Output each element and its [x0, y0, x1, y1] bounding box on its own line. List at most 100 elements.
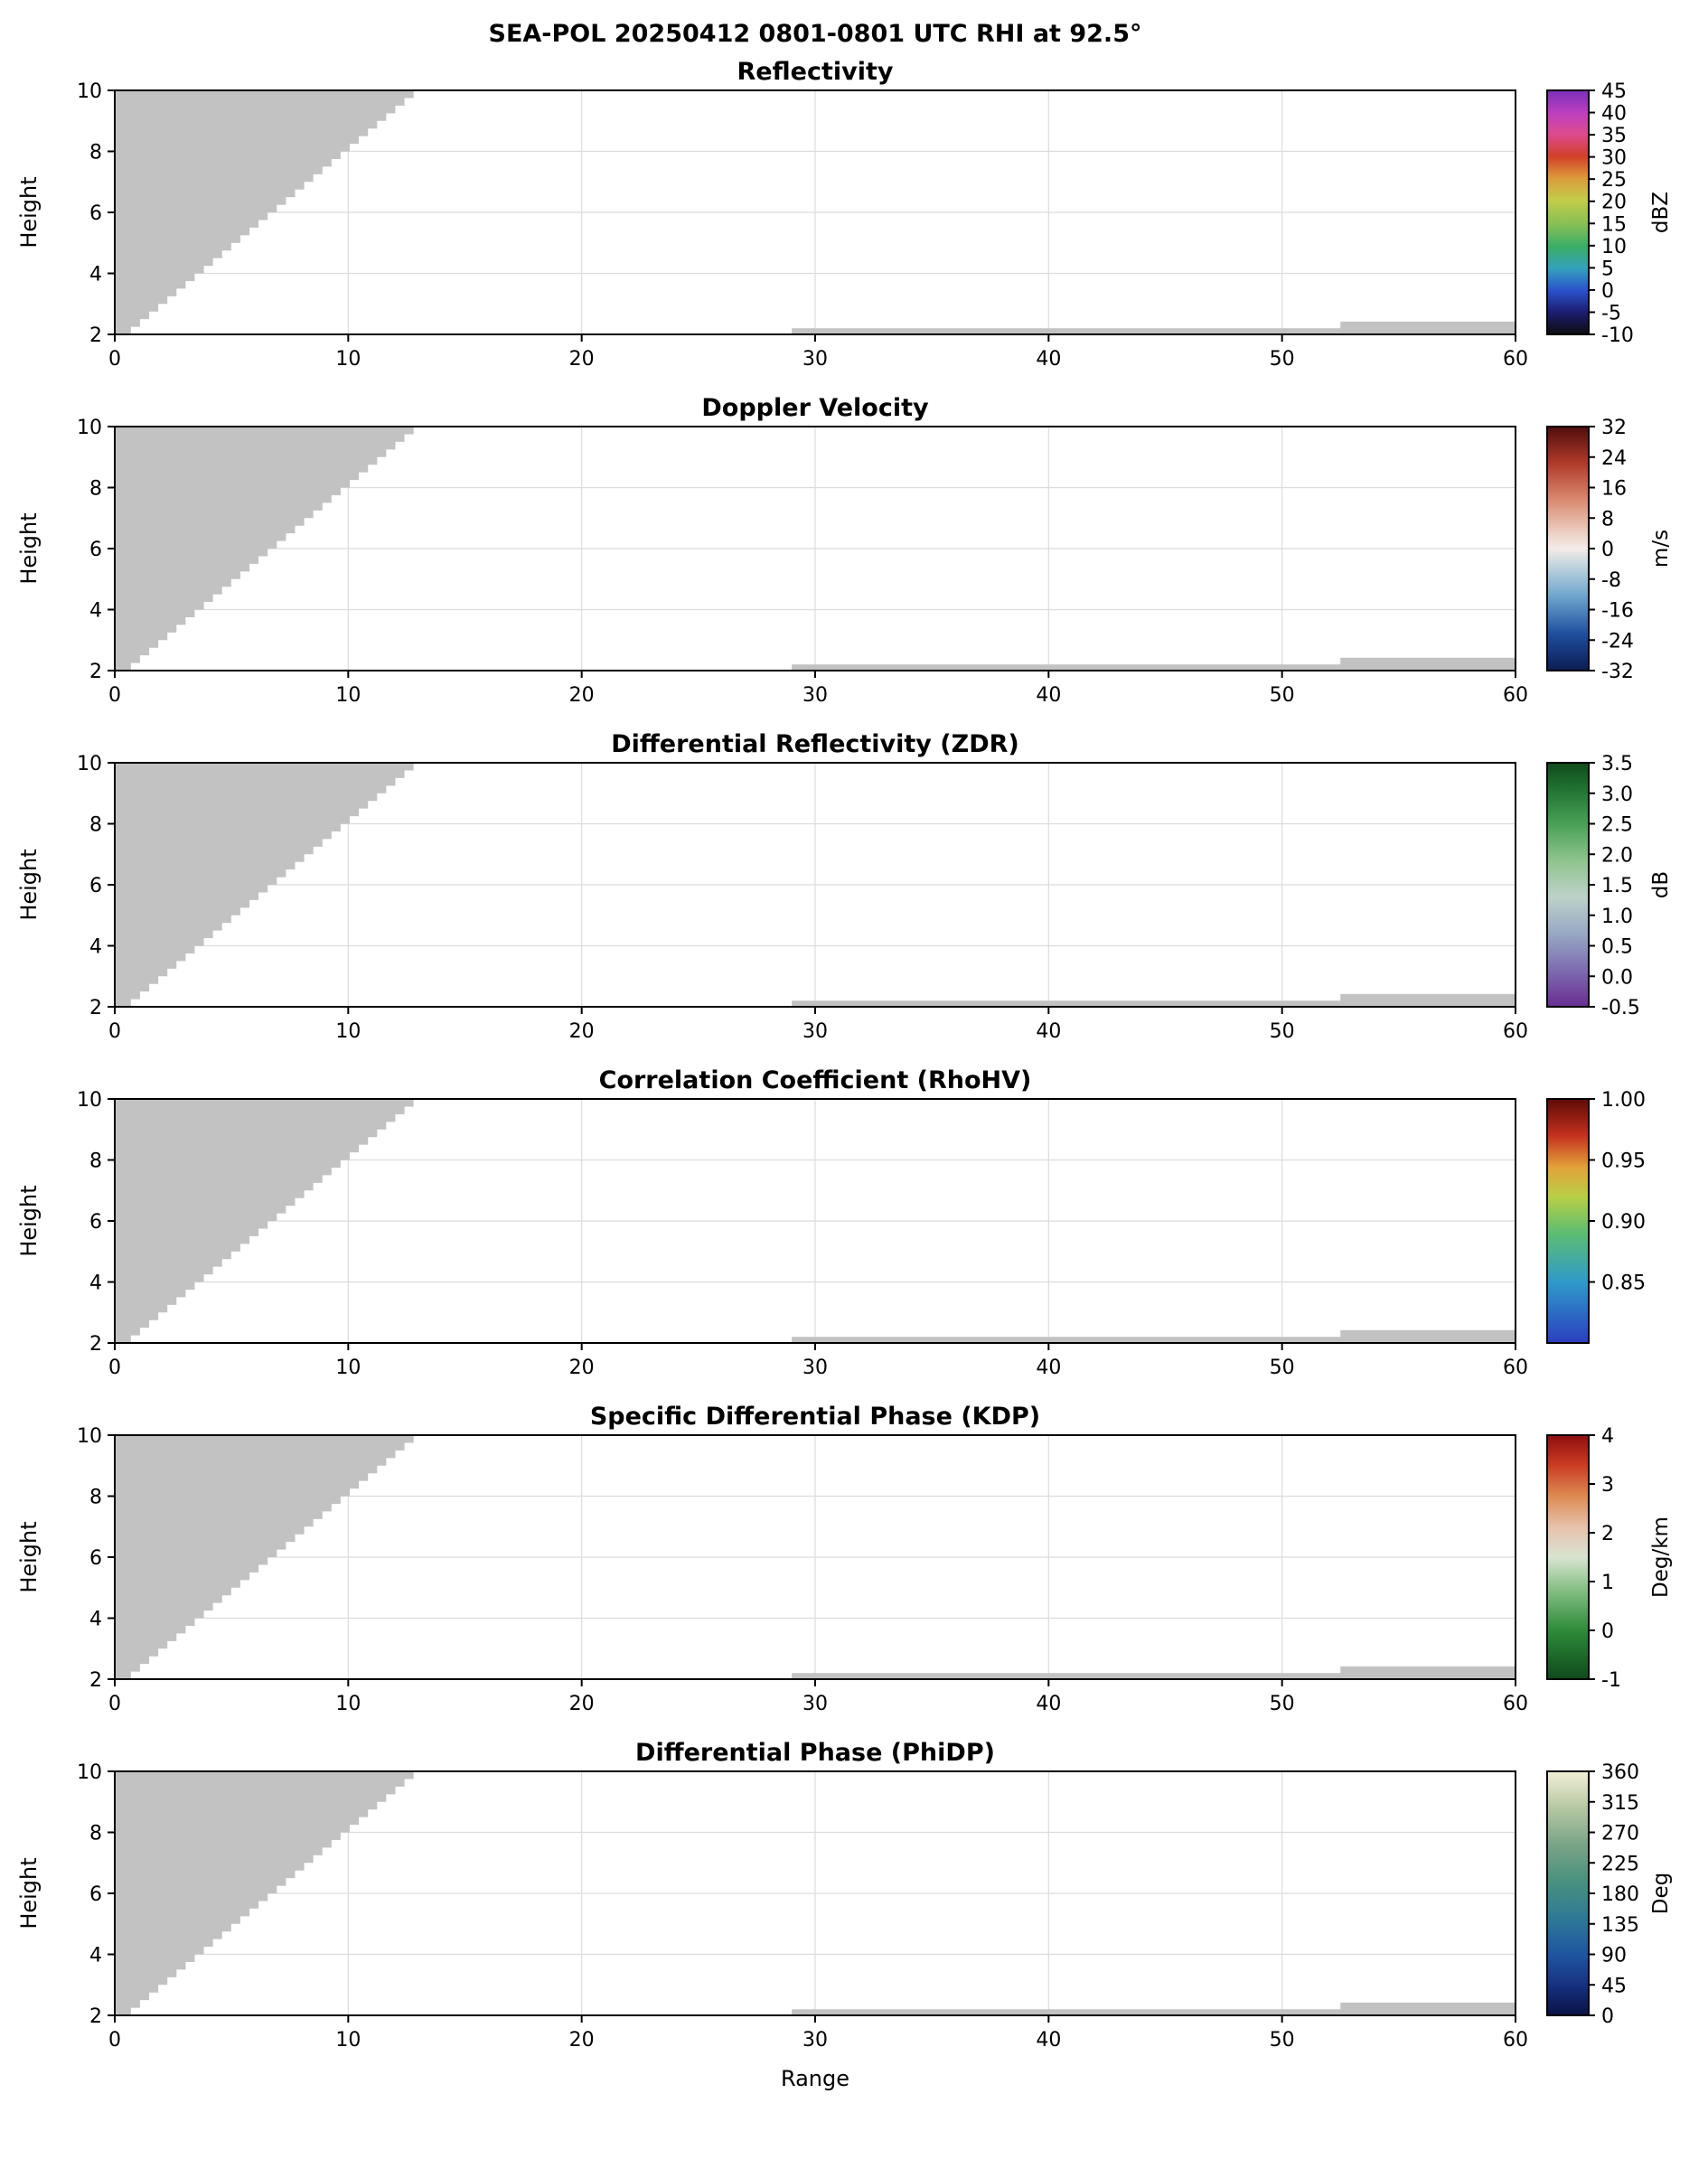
x-tick-label: 50 — [1270, 1020, 1295, 1043]
colorbar-unit-label: Deg/km — [1649, 1516, 1673, 1598]
x-tick-label: 50 — [1270, 348, 1295, 371]
colorbar — [1546, 1434, 1590, 1680]
colorbar-tick-label: 1.00 — [1601, 1089, 1646, 1112]
y-tick-label: 8 — [89, 478, 102, 501]
no-data-strip — [792, 2009, 1516, 2015]
x-tick-label: 0 — [108, 1357, 121, 1379]
no-data-wedge — [115, 427, 414, 671]
colorbar — [1546, 1098, 1590, 1344]
y-tick-label: 4 — [89, 1609, 102, 1631]
colorbar-tick-label: 25 — [1601, 169, 1627, 192]
y-tick-label: 10 — [77, 1089, 102, 1112]
y-tick-label: 10 — [77, 417, 102, 439]
colorbar-tick-label: 2.0 — [1601, 844, 1633, 867]
colorbar-tick-label: -8 — [1601, 569, 1621, 592]
y-tick-label: 4 — [89, 1945, 102, 1967]
colorbar-tick-label: 0.5 — [1601, 936, 1633, 959]
x-tick-label: 60 — [1503, 1693, 1528, 1715]
panel-differential-phase-phidp: 0 10 20 30 40 50 60 2 4 6 8 10 Height Differential Ph… — [16, 1739, 1673, 2091]
figure-title: SEA-POL 20250412 0801-0801 UTC RHI at 92… — [488, 20, 1142, 48]
x-tick-label: 60 — [1503, 684, 1528, 707]
x-tick-label: 10 — [335, 2029, 361, 2052]
y-tick-label: 8 — [89, 142, 102, 164]
no-data-wedge — [115, 1771, 414, 2015]
panel-correlation-coefficient-rhohv: 0 10 20 30 40 50 60 2 4 6 8 10 Height Correlation Coe… — [16, 1066, 1646, 1379]
x-tick-label: 30 — [802, 2029, 828, 2052]
colorbar-tick-label: 35 — [1601, 125, 1627, 147]
y-tick-label: 8 — [89, 1487, 102, 1509]
colorbar-tick-label: -1 — [1601, 1669, 1621, 1692]
colorbar-tick-label: 3.5 — [1601, 753, 1633, 775]
x-tick-label: 10 — [335, 684, 361, 707]
y-tick-label: 10 — [77, 1761, 102, 1784]
x-tick-label: 20 — [569, 1020, 595, 1043]
panel-reflectivity: 0 10 20 30 40 50 60246810HeightReflectivity454… — [16, 58, 1673, 371]
colorbar-tick-label: 40 — [1601, 103, 1627, 126]
colorbar-tick-label: 270 — [1601, 1823, 1639, 1845]
colorbar-tick-label: 3.0 — [1601, 784, 1633, 806]
colorbar-tick-label: 0.0 — [1601, 966, 1633, 989]
y-tick-label: 2 — [89, 324, 102, 347]
y-axis-label: Height — [16, 176, 42, 248]
x-tick-label: 40 — [1036, 1357, 1061, 1379]
colorbar-tick-label: 10 — [1601, 236, 1627, 258]
y-axis-label: Height — [16, 1185, 42, 1256]
y-tick-label: 4 — [89, 600, 102, 623]
colorbar-tick-label: 0.95 — [1601, 1150, 1646, 1173]
no-data-strip — [792, 328, 1516, 334]
colorbar-tick-label: 24 — [1601, 447, 1627, 470]
x-tick-label: 0 — [108, 1693, 121, 1715]
x-tick-label: 30 — [802, 348, 828, 371]
y-tick-label: 6 — [89, 1547, 102, 1570]
colorbar — [1546, 1770, 1590, 2016]
x-tick-label: 40 — [1036, 1693, 1061, 1715]
colorbar-tick-label: -0.5 — [1601, 997, 1640, 1019]
x-tick-label: 20 — [569, 2029, 595, 2052]
y-tick-label: 6 — [89, 1883, 102, 1906]
colorbar-tick-label: 4 — [1601, 1425, 1614, 1448]
colorbar-tick-label: 20 — [1601, 192, 1627, 214]
panel-title: Correlation Coefficient (RhoHV) — [599, 1066, 1032, 1094]
colorbar-tick-label: 90 — [1601, 1945, 1627, 1967]
y-tick-label: 6 — [89, 202, 102, 225]
x-tick-label: 20 — [569, 1693, 595, 1715]
no-data-strip — [792, 664, 1516, 671]
x-tick-label: 50 — [1270, 1693, 1295, 1715]
x-tick-label: 40 — [1036, 1020, 1061, 1043]
panel-differential-reflectivity-zdr: 0 10 20 30 40 50 60 2 4 6 8 10 Height Differential Re… — [16, 730, 1673, 1043]
y-tick-label: 4 — [89, 1272, 102, 1295]
no-data-wedge — [115, 763, 414, 1007]
x-tick-label: 60 — [1503, 2029, 1528, 2052]
colorbar-tick-label: 0 — [1601, 1620, 1614, 1643]
colorbar-tick-label: -5 — [1601, 302, 1621, 324]
colorbar-tick-label: 180 — [1601, 1883, 1639, 1906]
x-tick-label: 50 — [1270, 1357, 1295, 1379]
y-axis-label: Height — [16, 1521, 42, 1592]
colorbar-unit-label: dB — [1649, 871, 1673, 898]
x-tick-label: 60 — [1503, 1357, 1528, 1379]
no-data-strip — [1340, 993, 1516, 1007]
x-tick-label: 10 — [335, 1020, 361, 1043]
x-tick-label: 30 — [802, 1357, 828, 1379]
no-data-strip — [1340, 321, 1516, 334]
y-tick-label: 10 — [77, 753, 102, 775]
colorbar-tick-label: 315 — [1601, 1792, 1639, 1815]
colorbar-unit-label: Deg — [1649, 1873, 1673, 1914]
colorbar-tick-label: -16 — [1601, 600, 1634, 623]
y-tick-label: 2 — [89, 1669, 102, 1692]
x-tick-label: 40 — [1036, 2029, 1061, 2052]
colorbar — [1546, 762, 1590, 1008]
y-tick-label: 6 — [89, 875, 102, 897]
colorbar — [1546, 426, 1590, 671]
panel-title: Differential Phase (PhiDP) — [635, 1739, 995, 1767]
x-tick-label: 40 — [1036, 684, 1061, 707]
x-tick-label: 0 — [108, 348, 121, 371]
x-tick-label: 20 — [569, 684, 595, 707]
panel-title: Specific Differential Phase (KDP) — [590, 1403, 1040, 1431]
y-axis-label: Height — [16, 512, 42, 584]
no-data-wedge — [115, 90, 414, 334]
x-tick-label: 0 — [108, 1020, 121, 1043]
colorbar-tick-label: -32 — [1601, 661, 1634, 683]
